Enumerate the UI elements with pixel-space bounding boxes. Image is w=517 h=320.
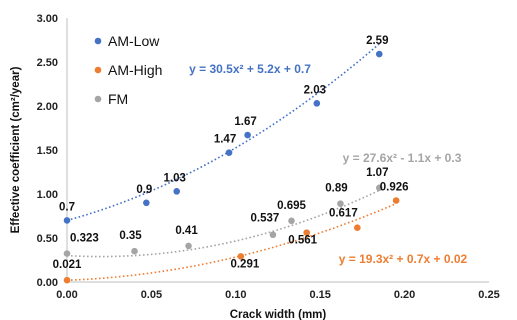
data-label-am-low: 1.03 <box>164 172 186 184</box>
data-point-am-low <box>225 149 233 156</box>
data-point-am-low <box>244 131 251 139</box>
legend-label-fm: FM <box>108 91 128 107</box>
data-label-fm: 0.41 <box>175 225 198 237</box>
data-label-fm: 0.695 <box>277 200 306 212</box>
x-axis-title: Crack width (mm) <box>230 309 327 320</box>
trendline-am-high <box>66 202 397 282</box>
data-label-fm: 0.537 <box>251 213 280 225</box>
y-tick-label: 1.00 <box>37 189 58 201</box>
equation-am-high: y = 19.3x² + 0.7x + 0.02 <box>339 252 468 266</box>
data-label-am-low: 1.67 <box>234 116 256 128</box>
data-point-fm <box>63 250 71 257</box>
legend-marker-am-high <box>94 66 102 74</box>
data-point-am-low <box>313 100 321 107</box>
data-label-am-low: 2.59 <box>366 35 388 47</box>
data-label-fm: 0.89 <box>325 183 347 195</box>
axes <box>66 18 489 283</box>
data-label-am-low: 1.47 <box>214 134 236 146</box>
data-labels: 0.7 0.9 1.03 1.47 1.67 2.03 2.59 0.021 0.291 0.56… <box>53 35 409 271</box>
data-point-am-low <box>143 199 150 207</box>
legend-label-am-low: AM-Low <box>108 33 160 49</box>
legend-label-am-high: AM-High <box>108 62 162 78</box>
y-tick-label: 2.00 <box>37 101 58 113</box>
x-tick-label: 0.25 <box>478 289 499 301</box>
data-label-am-high: 0.617 <box>329 208 358 220</box>
data-point-am-high <box>354 224 361 232</box>
data-point-am-high <box>392 197 400 204</box>
trendlines <box>66 43 397 282</box>
data-point-am-high <box>63 276 71 284</box>
data-point-am-high <box>303 229 310 236</box>
trendline-equations: y = 30.5x² + 5.2x + 0.7 y = 19.3x² + 0.7x… <box>189 62 467 266</box>
legend: AM-Low AM-High FM <box>94 33 162 107</box>
data-label-am-high: 0.291 <box>230 258 259 270</box>
data-label-fm: 0.35 <box>119 230 142 242</box>
y-tick-label: 2.50 <box>37 57 58 69</box>
x-tick-label: 0.20 <box>394 289 415 301</box>
data-label-am-high: 0.021 <box>53 259 82 271</box>
data-point-am-high <box>237 253 245 260</box>
data-label-am-low: 0.7 <box>59 201 75 213</box>
x-tick-label: 0.10 <box>225 289 246 301</box>
trendline-fm <box>66 189 380 258</box>
data-label-am-high: 0.561 <box>288 235 317 247</box>
data-point-fm <box>375 184 383 192</box>
data-point-am-low <box>173 188 181 195</box>
data-label-fm: 0.323 <box>70 233 99 245</box>
data-point-fm <box>288 217 295 225</box>
y-tick-label: 0.50 <box>37 233 58 245</box>
x-tick-label: 0.00 <box>56 289 77 301</box>
data-label-am-high: 0.926 <box>380 182 409 194</box>
x-tick-label: 0.15 <box>309 289 330 301</box>
data-point-fm <box>185 242 192 250</box>
data-point-fm <box>269 231 277 239</box>
y-tick-label: 3.00 <box>37 13 58 25</box>
x-tick-label: 0.05 <box>141 289 162 301</box>
data-label-am-low: 0.9 <box>136 184 152 196</box>
y-tick-label: 0.00 <box>37 277 58 289</box>
data-point-am-low <box>63 217 71 224</box>
data-label-fm: 1.07 <box>366 167 388 179</box>
data-points <box>63 50 400 284</box>
data-label-am-low: 2.03 <box>304 84 326 96</box>
legend-marker-fm <box>94 95 102 103</box>
y-axis-title: Effective coefficient (cm²/year) <box>10 66 22 233</box>
data-point-fm <box>337 200 344 207</box>
data-point-fm <box>131 247 138 255</box>
tick-labels: 0.00 0.05 0.10 0.15 0.20 0.25 0.00 0.50 1.00 1.50… <box>37 13 500 301</box>
equation-fm: y = 27.6x² - 1.1x + 0.3 <box>343 151 462 165</box>
equation-am-low: y = 30.5x² + 5.2x + 0.7 <box>189 62 311 76</box>
data-point-am-low <box>375 50 383 58</box>
legend-marker-am-low <box>94 37 102 45</box>
y-tick-label: 1.50 <box>37 145 58 157</box>
